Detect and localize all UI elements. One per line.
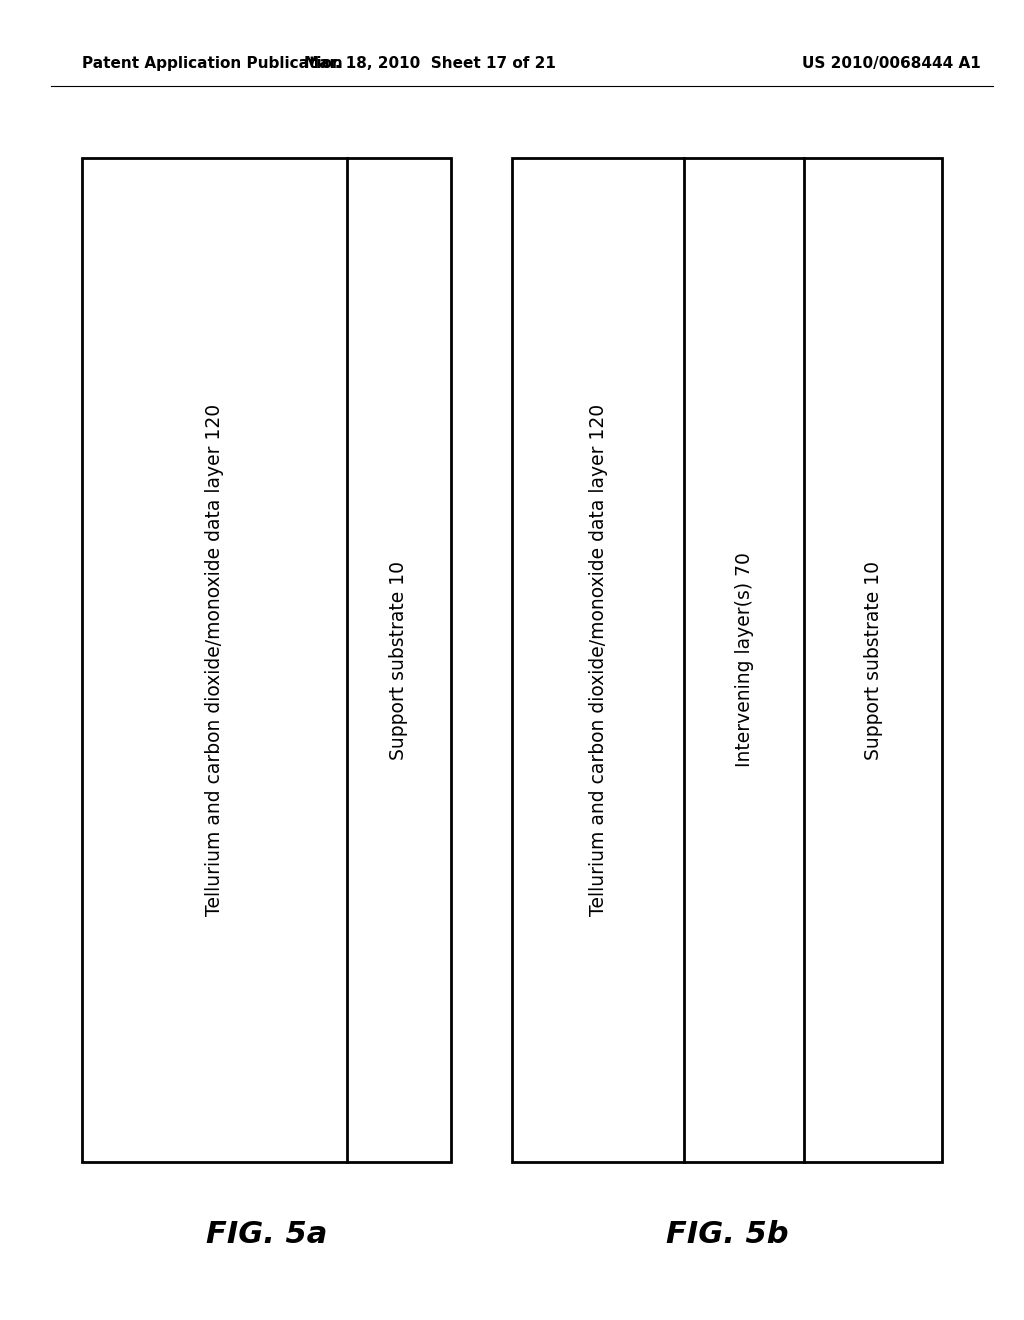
Text: Mar. 18, 2010  Sheet 17 of 21: Mar. 18, 2010 Sheet 17 of 21: [304, 55, 556, 71]
FancyBboxPatch shape: [82, 158, 451, 1162]
Text: Support substrate 10: Support substrate 10: [864, 561, 883, 759]
Text: Tellurium and carbon dioxide/monoxide data layer 120: Tellurium and carbon dioxide/monoxide da…: [205, 404, 224, 916]
FancyBboxPatch shape: [512, 158, 942, 1162]
Text: FIG. 5b: FIG. 5b: [666, 1220, 788, 1249]
Text: Patent Application Publication: Patent Application Publication: [82, 55, 343, 71]
Text: Support substrate 10: Support substrate 10: [389, 561, 409, 759]
Text: Tellurium and carbon dioxide/monoxide data layer 120: Tellurium and carbon dioxide/monoxide da…: [589, 404, 607, 916]
Text: US 2010/0068444 A1: US 2010/0068444 A1: [802, 55, 980, 71]
Text: FIG. 5a: FIG. 5a: [206, 1220, 327, 1249]
Text: Intervening layer(s) 70: Intervening layer(s) 70: [735, 553, 754, 767]
